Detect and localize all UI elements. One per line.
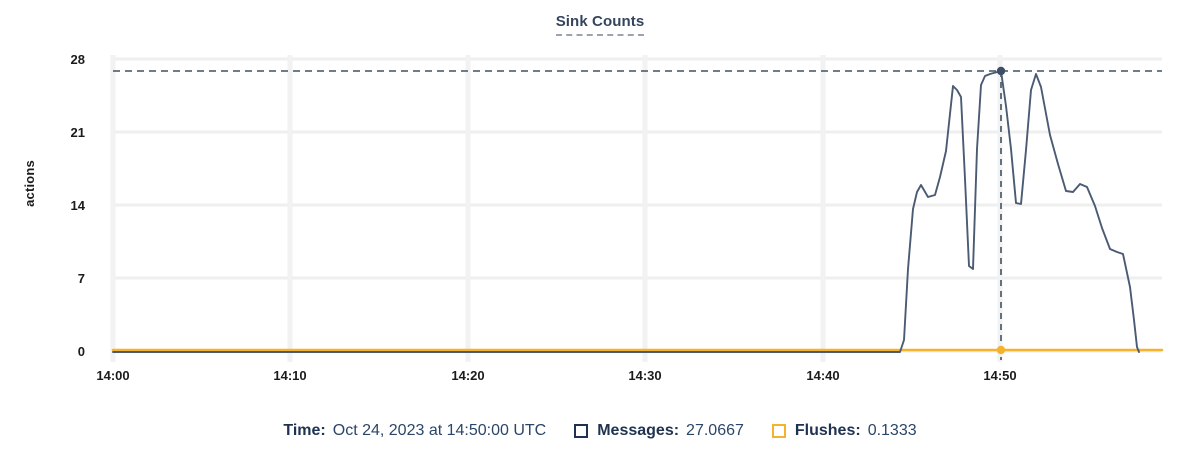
x-tick-label-1450: 14:50 [983,368,1017,383]
x-tick-label-1400: 14:00 [96,368,130,383]
tooltip-time-value: Oct 24, 2023 at 14:50:00 UTC [332,422,547,439]
crosshair-marker-flushes [996,345,1006,355]
x-tick-label-1430: 14:30 [628,368,662,383]
x-tick-label-1420: 14:20 [451,368,485,383]
legend-item-flushes[interactable]: Flushes: 0.1333 [771,421,917,441]
chart-title-text[interactable]: Sink Counts [555,13,645,36]
legend-swatch-flushes-icon [771,424,786,438]
tooltip-time-label: Time: [283,422,326,439]
x-tick-label-1440: 14:40 [806,368,840,383]
legend-item-messages[interactable]: Messages: 27.0667 [574,421,744,441]
legend-swatch-messages-icon [574,424,589,438]
x-tick-label-1410: 14:10 [273,368,307,383]
crosshair-marker-messages [996,66,1006,76]
tooltip-time-group: Time: Oct 24, 2023 at 14:50:00 UTC [283,421,546,441]
tooltip-legend-row: Time: Oct 24, 2023 at 14:50:00 UTC Messa… [0,421,1200,441]
legend-label-messages: Messages: [597,422,680,439]
y-tick-label-14: 14 [70,198,85,213]
y-tick-label-21: 21 [70,125,85,140]
y-tick-label-7: 7 [77,271,85,286]
legend-value-messages: 27.0667 [686,422,744,439]
series-line-messages [112,70,1140,353]
y-tick-label-0: 0 [77,344,85,359]
y-tick-label-28: 28 [70,52,85,67]
legend-label-flushes: Flushes: [794,422,861,439]
chart-title: Sink Counts [0,13,1200,36]
legend-value-flushes: 0.1333 [867,422,917,439]
